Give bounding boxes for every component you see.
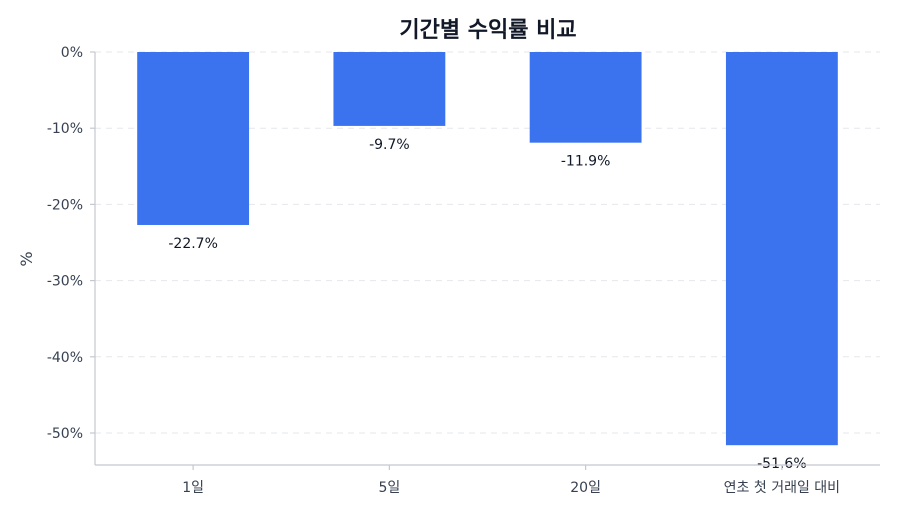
x-tick-label-3: 연초 첫 거래일 대비 [724,480,840,496]
bars [137,52,838,446]
bar-2 [529,52,642,143]
bar-1 [333,52,446,126]
y-tick-label-5: -50% [47,426,83,442]
y-tick-label-4: -40% [47,350,83,366]
axis-ticks: 0% -10% -20% -30% -40% -50% 1일 5일 20일 연초 첫 거래일 대비 [47,45,840,496]
y-axis-label: % [17,251,36,266]
x-tick-label-1: 5일 [378,480,400,496]
chart-title: 기간별 수익률 비교 [399,18,576,43]
y-tick-label-1: -10% [47,121,83,137]
bar-0 [137,52,250,225]
y-tick-label-3: -30% [47,274,83,290]
data-label-2: -11.9% [561,154,611,170]
data-label-1: -9.7% [369,137,410,153]
y-tick-label-2: -20% [47,197,83,213]
x-tick-label-0: 1일 [182,480,204,496]
data-labels: -22.7% -9.7% -11.9% -51.6% [168,137,806,472]
bar-3 [725,52,838,446]
y-tick-label-0: 0% [61,45,83,61]
data-label-0: -22.7% [168,236,218,252]
data-label-3: -51.6% [757,456,807,472]
x-tick-label-2: 20일 [570,480,601,496]
